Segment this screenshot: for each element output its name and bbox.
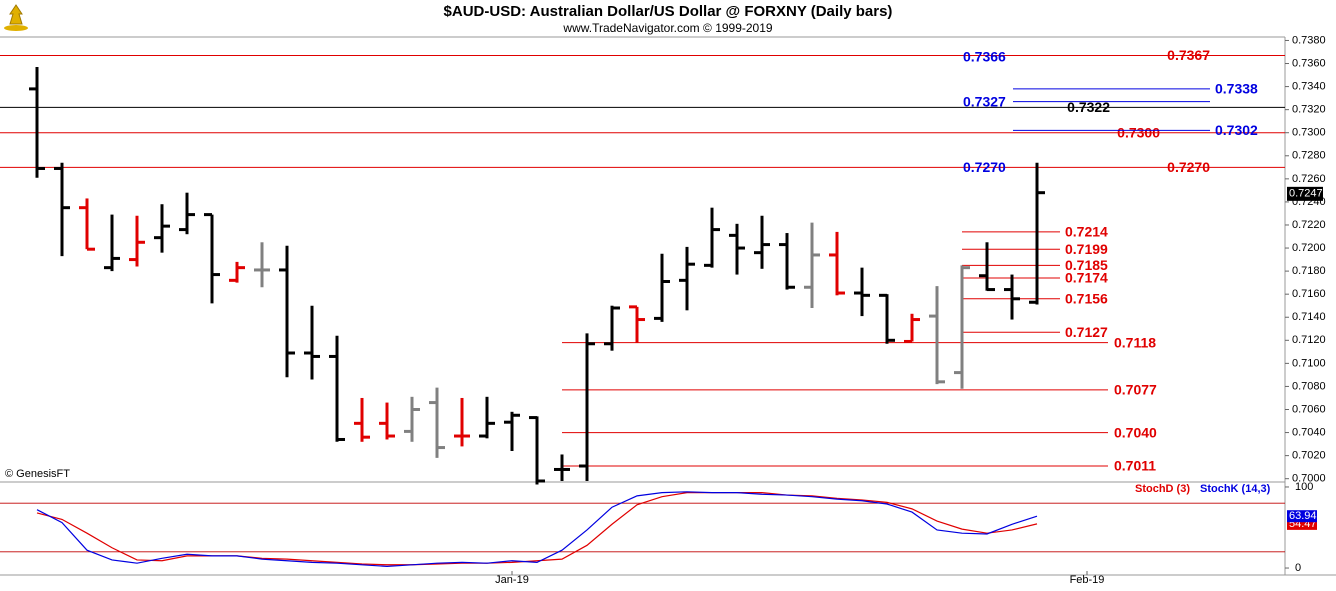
y-tick-label: 0.7340 xyxy=(1292,80,1326,92)
y-tick-label: 0.7020 xyxy=(1292,450,1326,462)
y-tick-label: 0.7320 xyxy=(1292,104,1326,116)
y-tick-label: 0 xyxy=(1295,562,1301,574)
x-tick-label: Feb-19 xyxy=(1070,574,1105,586)
y-tick-label: 0.7280 xyxy=(1292,150,1326,162)
level-label: 0.7174 xyxy=(1065,270,1108,286)
y-tick-label: 0.7100 xyxy=(1292,357,1326,369)
y-tick-label: 0.7260 xyxy=(1292,173,1326,185)
level-label: 0.7367 xyxy=(1167,47,1210,63)
level-label: 0.7118 xyxy=(1114,334,1156,350)
y-tick-label: 0.7040 xyxy=(1292,426,1326,438)
y-tick-label: 0.7300 xyxy=(1292,127,1326,139)
y-tick-label: 0.7060 xyxy=(1292,403,1326,415)
legend-label: StochK (14,3) xyxy=(1200,483,1271,495)
level-label: 0.7270 xyxy=(1167,159,1210,175)
logo xyxy=(4,4,28,31)
level-label: 0.7011 xyxy=(1114,458,1156,474)
level-label: 0.7338 xyxy=(1215,81,1258,97)
y-tick-label: 0.7140 xyxy=(1292,311,1326,323)
x-tick-label: Jan-19 xyxy=(495,574,529,586)
chart-subtitle: www.TradeNavigator.com © 1999-2019 xyxy=(562,21,772,35)
y-tick-label: 100 xyxy=(1295,481,1313,493)
last-value-label: 63.94 xyxy=(1289,510,1317,522)
level-label: 0.7127 xyxy=(1065,324,1108,340)
y-tick-label: 0.7160 xyxy=(1292,288,1326,300)
y-tick-label: 0.7220 xyxy=(1292,219,1326,231)
level-label: 0.7040 xyxy=(1114,424,1157,440)
y-tick-label: 0.7080 xyxy=(1292,380,1326,392)
y-tick-label: 0.7120 xyxy=(1292,334,1326,346)
level-label: 0.7327 xyxy=(963,93,1006,109)
level-label: 0.7199 xyxy=(1065,241,1108,257)
level-label: 0.7302 xyxy=(1215,122,1258,138)
last-value-box xyxy=(1287,510,1317,523)
chart-title: $AUD-USD: Australian Dollar/US Dollar @ … xyxy=(444,3,893,20)
level-label: 0.7322 xyxy=(1067,99,1110,115)
legend-label: StochD (3) xyxy=(1135,483,1190,495)
annotation: © GenesisFT xyxy=(5,468,70,480)
last-price-box xyxy=(1287,186,1323,201)
y-tick-label: 0.7200 xyxy=(1292,242,1326,254)
level-label: 0.7300 xyxy=(1117,124,1160,140)
y-tick-label: 0.7000 xyxy=(1292,473,1326,485)
level-label: 0.7214 xyxy=(1065,224,1108,240)
level-label: 0.7270 xyxy=(963,159,1006,175)
stoch-line xyxy=(36,491,1038,568)
level-label: 0.7077 xyxy=(1114,382,1157,398)
y-tick-label: 0.7380 xyxy=(1292,34,1326,46)
y-tick-label: 0.7180 xyxy=(1292,265,1326,277)
y-tick-label: 0.7360 xyxy=(1292,57,1326,69)
level-label: 0.7185 xyxy=(1065,257,1108,273)
last-price-label: 0.7247 xyxy=(1289,188,1323,200)
level-label: 0.7366 xyxy=(963,48,1006,64)
level-label: 0.7156 xyxy=(1065,290,1108,306)
